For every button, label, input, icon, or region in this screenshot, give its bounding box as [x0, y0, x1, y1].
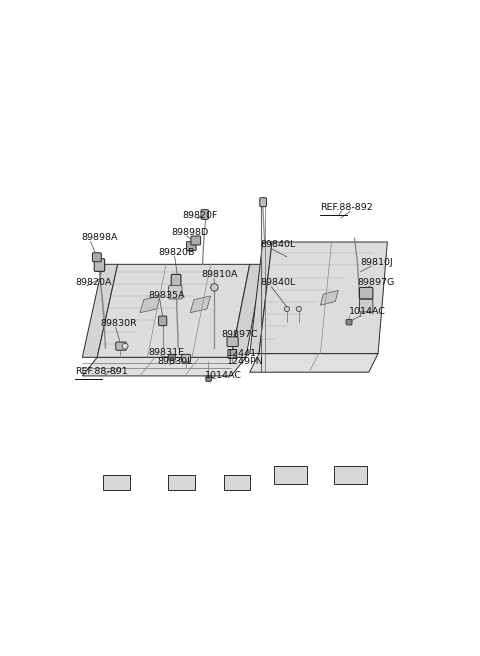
Text: 89820B: 89820B	[158, 248, 195, 257]
Text: 89835A: 89835A	[148, 291, 185, 300]
Polygon shape	[83, 264, 118, 358]
Text: 89830L: 89830L	[157, 356, 193, 365]
FancyBboxPatch shape	[181, 354, 191, 362]
Polygon shape	[97, 264, 250, 358]
FancyBboxPatch shape	[168, 285, 182, 299]
FancyBboxPatch shape	[116, 342, 126, 350]
Polygon shape	[168, 475, 195, 491]
Polygon shape	[250, 242, 272, 354]
Text: 1014AC: 1014AC	[205, 371, 242, 380]
Polygon shape	[334, 466, 367, 484]
FancyBboxPatch shape	[206, 376, 211, 382]
Text: 89898A: 89898A	[82, 233, 118, 242]
Text: 89898D: 89898D	[172, 228, 209, 237]
Text: 89830R: 89830R	[100, 319, 137, 328]
FancyBboxPatch shape	[168, 354, 175, 360]
FancyBboxPatch shape	[260, 197, 266, 207]
Text: 89820F: 89820F	[183, 211, 218, 220]
Text: 89820A: 89820A	[75, 277, 111, 287]
Text: 12441: 12441	[228, 349, 257, 358]
Polygon shape	[190, 296, 211, 313]
Polygon shape	[274, 466, 307, 484]
Text: 1014AC: 1014AC	[348, 308, 385, 316]
Text: 89831E: 89831E	[148, 348, 184, 357]
FancyBboxPatch shape	[171, 274, 181, 287]
Circle shape	[296, 306, 301, 312]
FancyBboxPatch shape	[92, 253, 101, 262]
Polygon shape	[224, 475, 251, 491]
Polygon shape	[259, 242, 387, 354]
Circle shape	[284, 306, 289, 312]
Text: 1249PN: 1249PN	[228, 356, 264, 365]
FancyBboxPatch shape	[158, 316, 167, 325]
FancyBboxPatch shape	[186, 241, 196, 251]
Text: REF.88-891: REF.88-891	[75, 367, 128, 376]
Polygon shape	[140, 296, 160, 313]
Text: REF.88-892: REF.88-892	[321, 203, 373, 213]
Polygon shape	[321, 291, 338, 305]
FancyBboxPatch shape	[346, 319, 352, 325]
FancyBboxPatch shape	[360, 287, 373, 299]
FancyBboxPatch shape	[228, 350, 237, 358]
FancyBboxPatch shape	[227, 337, 238, 346]
Text: 89897G: 89897G	[358, 277, 395, 287]
Text: 89810J: 89810J	[360, 258, 393, 266]
Polygon shape	[250, 354, 378, 372]
FancyBboxPatch shape	[360, 299, 373, 312]
Text: 89810A: 89810A	[202, 270, 238, 279]
Text: 89897C: 89897C	[222, 331, 258, 339]
Circle shape	[122, 343, 128, 349]
Polygon shape	[83, 358, 246, 376]
Circle shape	[211, 283, 218, 291]
FancyBboxPatch shape	[94, 258, 105, 272]
Text: 89840L: 89840L	[260, 241, 295, 249]
FancyBboxPatch shape	[191, 236, 201, 245]
Polygon shape	[231, 264, 263, 358]
Text: 89840L: 89840L	[260, 278, 295, 287]
Polygon shape	[103, 475, 130, 491]
FancyBboxPatch shape	[201, 210, 208, 219]
